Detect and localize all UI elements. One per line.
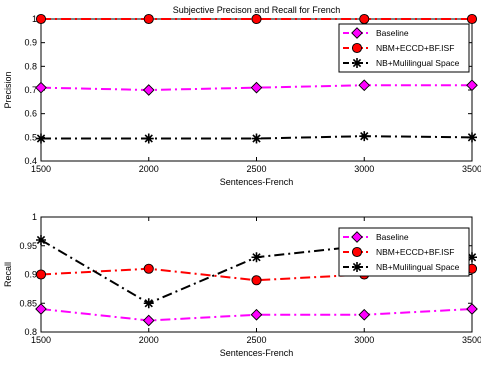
y-tick-label: 0.9	[24, 38, 37, 48]
chart-2: 1500 2000 2500 3000 3500 0.8 0.85 0.9 0.95 1 Sente…	[3, 212, 481, 358]
data-point	[142, 314, 155, 327]
x-tick-label: 2500	[246, 164, 266, 174]
legend-label: NB+Mulilingual Space	[376, 262, 460, 272]
y-tick-label: 0.8	[24, 61, 37, 71]
data-point	[358, 79, 371, 92]
y-tick-label: 0.4	[24, 156, 37, 166]
data-point	[251, 252, 262, 263]
legend-marker	[351, 246, 363, 258]
legend-label: Baseline	[376, 232, 409, 242]
data-point	[466, 79, 478, 92]
y-axis-label: Precision	[3, 71, 13, 108]
x-axis-label: Sentences-French	[220, 177, 294, 187]
data-point	[467, 132, 477, 143]
y-tick-label: 0.6	[24, 109, 37, 119]
x-tick-label: 1500	[31, 335, 51, 345]
legend-marker	[351, 231, 363, 243]
y-tick-label: 0.95	[19, 241, 37, 251]
y-tick-label: 0.9	[24, 270, 37, 280]
data-point	[35, 303, 47, 315]
data-point	[143, 263, 154, 274]
data-point	[250, 308, 263, 321]
y-tick-label: 1	[32, 212, 37, 222]
legend-label: NBM+ECCD+BF.ISF	[376, 43, 454, 53]
x-tick-label: 2000	[139, 164, 159, 174]
x-tick-label: 1500	[31, 164, 51, 174]
data-point	[142, 84, 155, 96]
data-point	[251, 13, 262, 25]
chart-1: Subjective Precison and Recall for Frenc…	[3, 5, 481, 187]
chart-title: Subjective Precison and Recall for Frenc…	[173, 5, 341, 15]
series-baseline	[35, 303, 478, 327]
x-tick-label: 3000	[354, 164, 374, 174]
y-tick-label: 1	[32, 14, 37, 24]
y-tick-label: 0.85	[19, 298, 37, 308]
x-axis-label: Sentences-French	[220, 348, 294, 358]
x-tick-label: 3500	[462, 335, 481, 345]
legend: Baseline NBM+ECCD+BF.ISF NB+Mulilingual Sp…	[338, 23, 470, 73]
series-nbm-eccd-bf-isf	[35, 13, 478, 25]
legend-marker	[352, 58, 362, 68]
data-point	[36, 235, 46, 245]
data-point	[467, 252, 477, 263]
y-tick-label: 0.7	[24, 85, 37, 95]
x-tick-label: 3500	[462, 164, 481, 174]
legend-label: NB+Mulilingual Space	[376, 58, 460, 68]
y-tick-label: 0.8	[24, 327, 37, 337]
data-point	[251, 133, 262, 144]
y-tick-label: 0.5	[24, 132, 37, 142]
data-point	[35, 81, 47, 94]
legend: Baseline NBM+ECCD+BF.ISF NB+Mulilingual Sp…	[338, 227, 470, 277]
data-point	[359, 131, 370, 142]
x-tick-label: 2500	[246, 335, 266, 345]
data-point	[466, 303, 478, 315]
data-point	[358, 308, 371, 321]
data-point	[35, 269, 47, 280]
data-point	[36, 133, 46, 144]
legend-label: Baseline	[376, 28, 409, 38]
legend-marker	[351, 27, 363, 39]
x-tick-label: 2000	[139, 335, 159, 345]
x-tick-label: 3000	[354, 335, 374, 345]
legend-marker	[351, 42, 363, 54]
data-point	[143, 13, 154, 25]
series-baseline	[35, 79, 478, 96]
data-point	[143, 133, 154, 144]
data-point	[143, 298, 154, 309]
data-point	[251, 275, 262, 286]
series-nb-mulilingual-space	[36, 131, 477, 144]
data-point	[35, 13, 47, 25]
data-point	[250, 81, 263, 94]
data-point	[466, 13, 478, 25]
legend-marker	[352, 262, 362, 272]
data-point	[359, 13, 370, 25]
legend-label: NBM+ECCD+BF.ISF	[376, 247, 454, 257]
y-axis-label: Recall	[3, 262, 13, 287]
